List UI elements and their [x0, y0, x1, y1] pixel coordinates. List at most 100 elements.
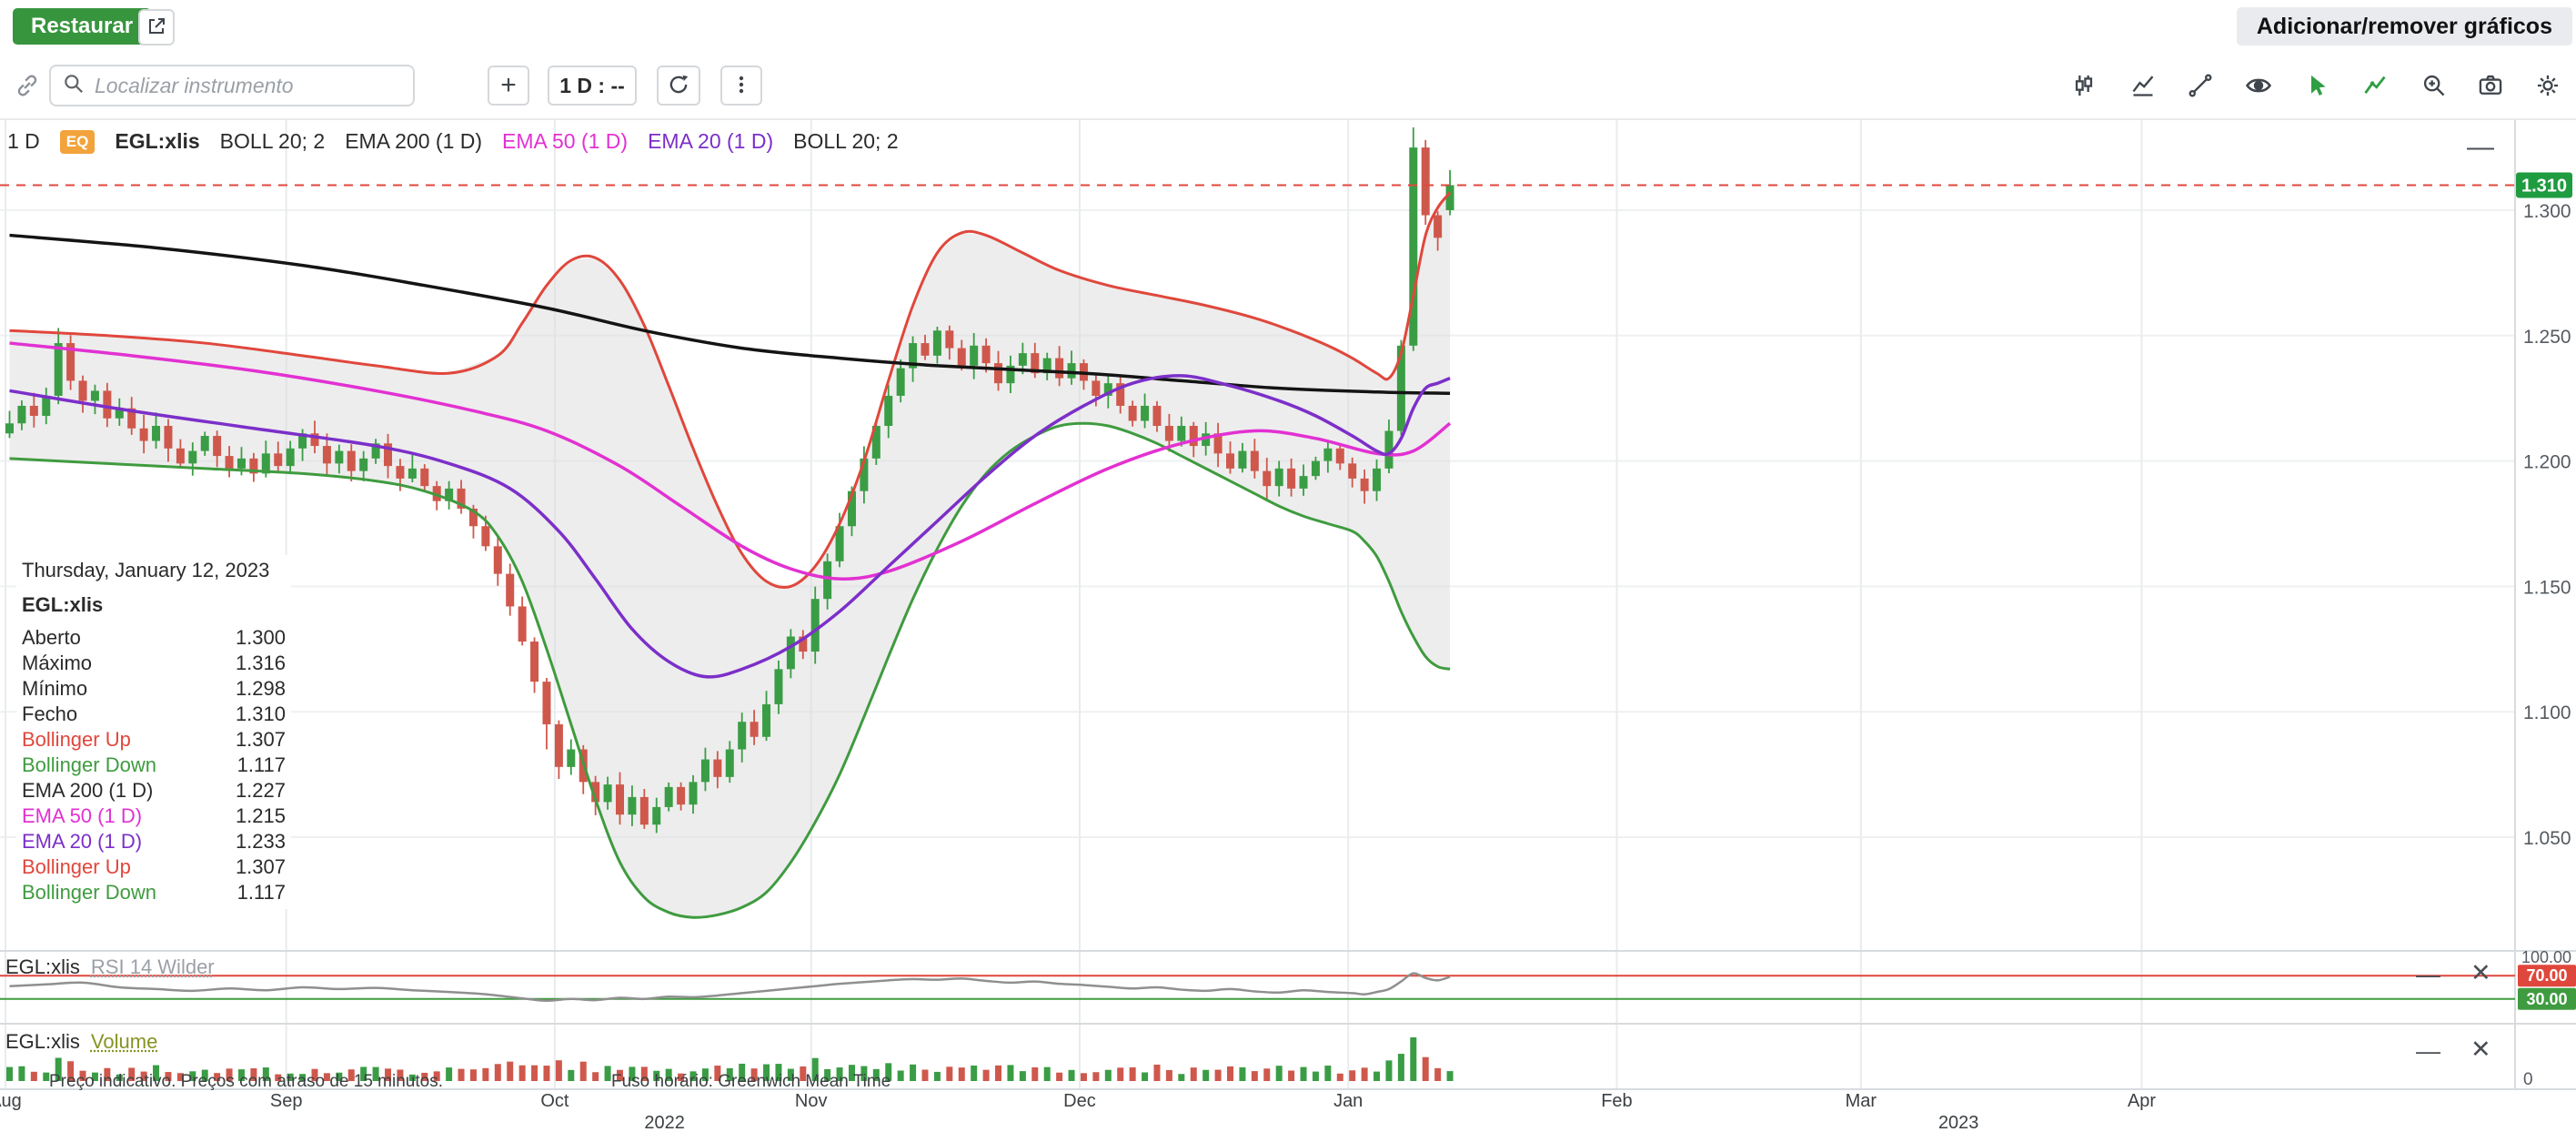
- instrument-search-box[interactable]: [49, 65, 415, 106]
- tooltip-row-value: 1.233: [235, 830, 286, 853]
- top-bar: Restaurar Adicionar/remover gráficos: [0, 0, 2576, 53]
- svg-text:1.050: 1.050: [2523, 828, 2571, 849]
- snapshot-button[interactable]: [2470, 67, 2511, 106]
- tooltip-row: Máximo 1.316: [22, 651, 286, 676]
- tooltip-row-value: 1.227: [235, 779, 286, 802]
- svg-text:Sep: Sep: [270, 1091, 303, 1111]
- chart-style-button[interactable]: [2123, 67, 2163, 106]
- volume-close-button[interactable]: ✕: [2470, 1036, 2491, 1063]
- tooltip-symbol: EGL:xlis: [22, 593, 104, 616]
- tooltip-date: Thursday, January 12, 2023: [22, 559, 270, 581]
- volume-minimize-button[interactable]: —: [2416, 1037, 2440, 1065]
- tooltip-row-value: 1.307: [235, 855, 286, 878]
- volume-layer: 0: [6, 1037, 2533, 1089]
- tooltip-row: Bollinger Down 1.117: [22, 753, 286, 778]
- legend-study-item[interactable]: EMA 20 (1 D): [648, 129, 774, 153]
- separator-layer: [0, 950, 2576, 1090]
- refresh-button[interactable]: [657, 66, 700, 106]
- tooltip-row-label: Bollinger Up: [22, 728, 131, 751]
- indicators-button[interactable]: [2064, 67, 2104, 106]
- legend-study-item[interactable]: BOLL 20; 2: [793, 129, 899, 153]
- svg-text:Feb: Feb: [1601, 1091, 1632, 1111]
- legend-studies: BOLL 20; 2 EMA 200 (1 D) EMA 50 (1 D) EMA 2…: [220, 129, 899, 154]
- ohlc-tooltip: Thursday, January 12, 2023 EGL:xlis Aber…: [16, 555, 291, 909]
- tooltip-row: Bollinger Up 1.307: [22, 727, 286, 753]
- external-link-icon: [146, 15, 167, 40]
- legend-interval[interactable]: 1 D: [7, 129, 40, 153]
- search-input[interactable]: [95, 73, 386, 98]
- volume-panel-symbol[interactable]: EGL:xlis: [5, 1030, 80, 1053]
- tooltip-row: Bollinger Up 1.307: [22, 854, 286, 880]
- link-icon[interactable]: [15, 73, 40, 103]
- svg-text:1.250: 1.250: [2523, 327, 2571, 348]
- cursor-tool-button[interactable]: [2298, 67, 2338, 106]
- tooltip-row-value: 1.117: [236, 881, 286, 904]
- volume-panel-header: EGL:xlis Volume: [5, 1030, 157, 1054]
- svg-text:30.00: 30.00: [2526, 990, 2567, 1008]
- svg-text:Mar: Mar: [1846, 1091, 1877, 1111]
- zoom-in-icon: [2421, 73, 2447, 101]
- main-chart-minimize-button[interactable]: —: [2467, 132, 2494, 162]
- rsi-close-button[interactable]: ✕: [2470, 959, 2491, 986]
- svg-text:1.150: 1.150: [2523, 577, 2571, 598]
- tooltip-row-label: Mínimo: [22, 677, 88, 700]
- svg-text:70.00: 70.00: [2526, 966, 2567, 985]
- eye-icon: [2245, 72, 2272, 102]
- trendline-tool-button[interactable]: [2180, 67, 2220, 106]
- rsi-panel-header: EGL:xlis RSI 14 Wilder: [5, 955, 215, 979]
- tooltip-row: Fecho 1.310: [22, 702, 286, 727]
- svg-text:1.300: 1.300: [2523, 201, 2571, 222]
- svg-text:Dec: Dec: [1063, 1091, 1096, 1111]
- legend-symbol[interactable]: EGL:xlis: [115, 129, 200, 153]
- rsi-minimize-button[interactable]: —: [2416, 961, 2440, 988]
- chart-legend: 1 D EQ EGL:xlis BOLL 20; 2 EMA 200 (1 D) E…: [7, 129, 899, 154]
- tooltip-row: Mínimo 1.298: [22, 676, 286, 702]
- settings-gear-icon: [2535, 73, 2561, 101]
- rsi-panel-symbol[interactable]: EGL:xlis: [5, 955, 80, 978]
- svg-text:Apr: Apr: [2128, 1091, 2156, 1111]
- legend-study-item[interactable]: EMA 50 (1 D): [502, 129, 629, 153]
- settings-button[interactable]: [2528, 67, 2568, 106]
- more-options-button[interactable]: [720, 66, 762, 106]
- restore-button[interactable]: Restaurar: [13, 8, 152, 45]
- tooltip-row-value: 1.300: [235, 626, 286, 649]
- svg-text:100.00: 100.00: [2521, 948, 2571, 966]
- volume-study-label[interactable]: Volume: [90, 1030, 158, 1053]
- add-remove-charts-button[interactable]: Adicionar/remover gráficos: [2236, 7, 2572, 45]
- tooltip-row-value: 1.117: [236, 753, 286, 776]
- draw-chart-tool-icon: [2362, 73, 2388, 101]
- add-instrument-button[interactable]: +: [488, 66, 529, 106]
- svg-text:2023: 2023: [1938, 1113, 1979, 1132]
- tooltip-row-value: 1.310: [235, 702, 286, 725]
- kebab-menu-icon: [730, 74, 752, 98]
- tooltip-row-label: Bollinger Up: [22, 855, 131, 878]
- zoom-button[interactable]: [2414, 67, 2454, 106]
- legend-study-item[interactable]: EMA 200 (1 D): [345, 129, 483, 153]
- interval-button[interactable]: 1 D : --: [548, 66, 637, 106]
- legend-study-item[interactable]: BOLL 20; 2: [219, 129, 326, 153]
- trendline-tool-icon: [2188, 73, 2213, 101]
- rsi-study-label[interactable]: RSI 14 Wilder: [90, 955, 215, 978]
- svg-text:2022: 2022: [644, 1113, 685, 1132]
- draw-chart-button[interactable]: [2355, 67, 2395, 106]
- visibility-button[interactable]: [2239, 67, 2279, 106]
- tooltip-row-label: EMA 20 (1 D): [22, 830, 143, 853]
- timezone-note: Fuso horário: Greenwich Mean Time: [611, 1072, 891, 1091]
- tooltip-row: EMA 200 (1 D) 1.227: [22, 778, 286, 804]
- tooltip-row: Aberto 1.300: [22, 625, 286, 651]
- cursor-tool-icon: [2305, 73, 2330, 101]
- svg-text:Aug: Aug: [0, 1091, 22, 1111]
- price-axis-layer: 1.300 1.250 1.200 1.150 1.100 1.050: [2514, 120, 2571, 1089]
- search-icon: [62, 72, 86, 100]
- camera-icon: [2478, 73, 2503, 101]
- svg-text:1.310: 1.310: [2521, 176, 2567, 196]
- svg-text:Oct: Oct: [540, 1091, 569, 1111]
- tooltip-row-label: Fecho: [22, 702, 78, 725]
- open-external-button[interactable]: [138, 9, 175, 45]
- tooltip-row-label: Bollinger Down: [22, 881, 156, 904]
- svg-text:Nov: Nov: [795, 1091, 828, 1111]
- tooltip-row-label: Aberto: [22, 626, 81, 649]
- tooltip-row-label: Bollinger Down: [22, 753, 156, 776]
